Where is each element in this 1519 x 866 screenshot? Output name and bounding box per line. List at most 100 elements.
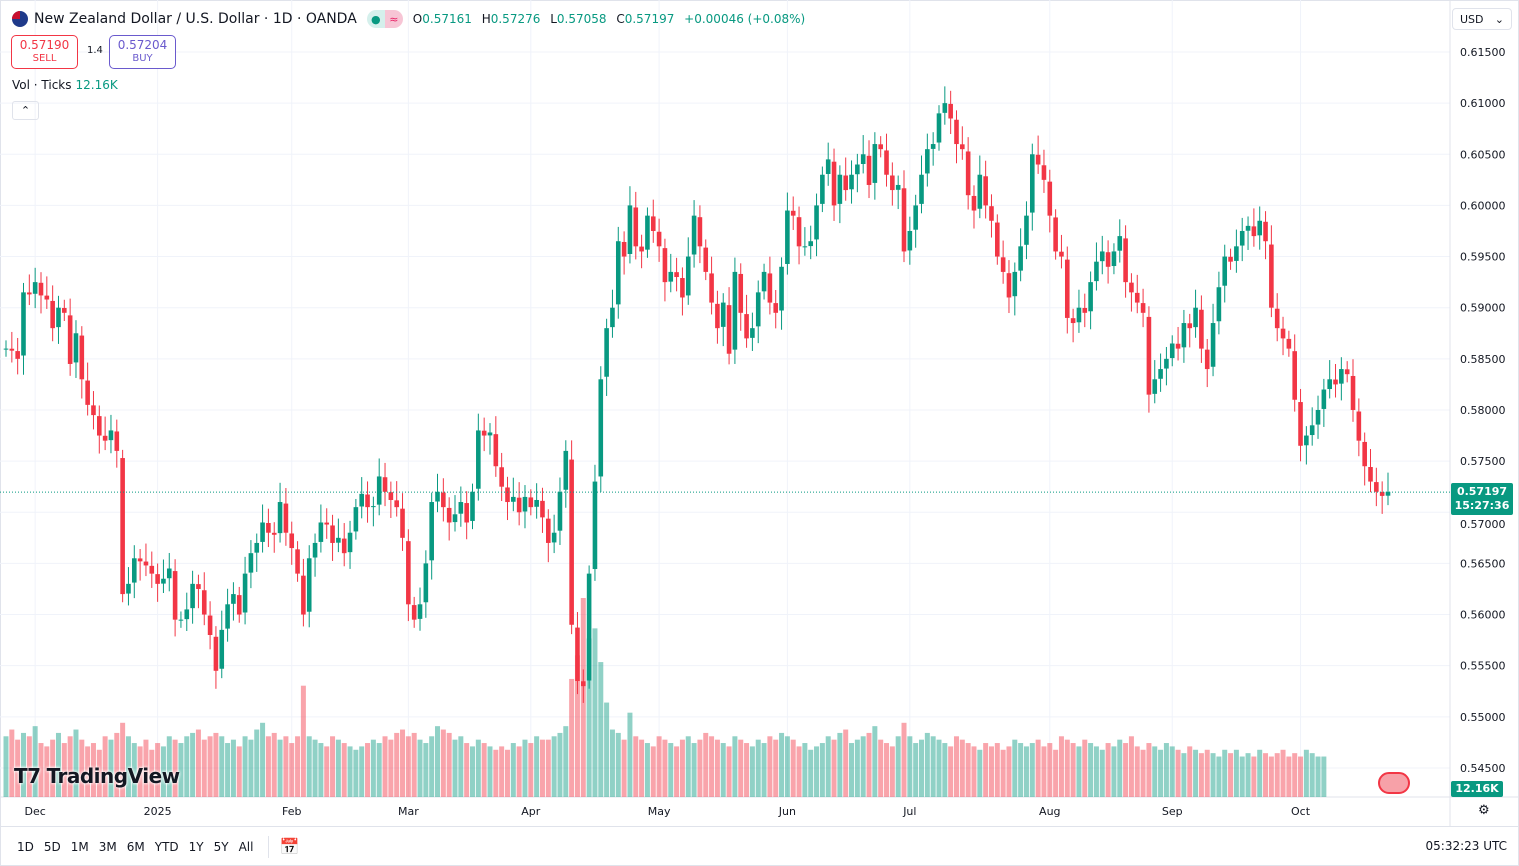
candle-body xyxy=(1385,491,1391,496)
volume-bar xyxy=(38,743,44,797)
volume-bar xyxy=(942,743,948,797)
volume-bar xyxy=(1286,756,1292,797)
range-6m[interactable]: 6M xyxy=(126,839,145,854)
candle-body xyxy=(131,558,137,583)
candle-body xyxy=(283,503,289,533)
range-1m[interactable]: 1M xyxy=(70,839,89,854)
volume-bar xyxy=(592,628,598,797)
candle-body xyxy=(569,459,574,625)
volume-bar xyxy=(994,743,1000,797)
clock[interactable]: 05:32:23 UTC xyxy=(1425,839,1508,853)
volume-legend[interactable]: Vol · Ticks 12.16K xyxy=(12,78,118,92)
status-pill[interactable]: ● ≈ xyxy=(366,10,403,28)
candle-body xyxy=(639,246,644,252)
candle-body xyxy=(429,502,434,561)
range-ytd[interactable]: YTD xyxy=(154,839,179,854)
volume-bar xyxy=(370,739,376,797)
volume-bar xyxy=(178,743,184,797)
volume-bar xyxy=(137,746,143,797)
candle-body xyxy=(674,272,679,278)
range-5d[interactable]: 5D xyxy=(43,839,61,854)
go-to-date-icon[interactable]: 📅 xyxy=(279,837,300,856)
settings-icon[interactable]: ⚙ xyxy=(1478,803,1490,818)
volume-bar xyxy=(452,739,458,797)
candle-body xyxy=(831,161,837,206)
volume-bar xyxy=(469,746,475,797)
volume-bar xyxy=(884,743,890,797)
volume-bar xyxy=(720,743,726,797)
volume-bar xyxy=(674,746,680,797)
volume-bar xyxy=(1309,753,1315,797)
volume-bar xyxy=(108,739,114,797)
range-5y[interactable]: 5Y xyxy=(213,839,229,854)
range-all[interactable]: All xyxy=(238,839,254,854)
volume-bar xyxy=(510,743,516,797)
volume-bar xyxy=(697,739,703,797)
sell-button[interactable]: 0.57190 SELL xyxy=(11,35,78,69)
bottom-toolbar: 1D 5D 1M 3M 6M YTD 1Y 5Y All 📅 05:32:23 UTC xyxy=(0,826,1519,866)
candle-body xyxy=(376,476,382,505)
volume-bar xyxy=(924,732,930,797)
candle-body xyxy=(236,595,242,615)
us-flag-icon[interactable] xyxy=(1378,772,1410,794)
volume-bar xyxy=(714,739,720,797)
tv-logo-icon: 𝗧𝟳 xyxy=(14,764,41,788)
volume-bar xyxy=(849,743,855,797)
volume-bar xyxy=(1263,753,1269,797)
y-tick-label: 0.54500 xyxy=(1460,762,1506,775)
y-tick-label: 0.61000 xyxy=(1460,97,1506,110)
range-3m[interactable]: 3M xyxy=(98,839,117,854)
volume-bar xyxy=(260,722,266,797)
symbol-title[interactable]: New Zealand Dollar / U.S. Dollar · 1D · … xyxy=(34,11,357,27)
candle-body xyxy=(773,303,779,313)
volume-bar xyxy=(26,736,32,797)
range-1y[interactable]: 1Y xyxy=(188,839,204,854)
candle-body xyxy=(266,522,271,533)
candle-body xyxy=(1024,215,1029,245)
volume-bar xyxy=(236,746,242,797)
volume-bar xyxy=(225,743,231,797)
collapse-legend-button[interactable]: ⌃ xyxy=(12,101,39,120)
tradingview-logo[interactable]: 𝗧𝟳 TradingView xyxy=(14,764,180,788)
buy-button[interactable]: 0.57204 BUY xyxy=(109,35,176,69)
volume-bar xyxy=(365,743,371,797)
volume-bar xyxy=(120,722,126,797)
candle-body xyxy=(1175,343,1181,349)
candle-body xyxy=(56,307,61,328)
candle-body xyxy=(948,103,953,119)
candle-body xyxy=(1251,226,1257,237)
candle-body xyxy=(691,215,697,255)
candle-body xyxy=(738,273,744,313)
candle-body xyxy=(907,230,913,251)
x-tick-label: Dec xyxy=(25,805,46,818)
candle-body xyxy=(849,174,854,190)
range-1d[interactable]: 1D xyxy=(17,839,34,854)
candle-body xyxy=(1111,251,1117,267)
currency-select[interactable]: USD ⌄ xyxy=(1452,8,1512,30)
candle-body xyxy=(954,119,959,145)
volume-bar xyxy=(551,736,557,797)
volume-bar xyxy=(1245,753,1251,797)
candle-body xyxy=(196,584,201,589)
candle-body xyxy=(511,496,516,502)
volume-bar xyxy=(1082,739,1088,797)
candle-body xyxy=(1047,181,1053,216)
volume-bar xyxy=(831,739,837,797)
volume-bar xyxy=(504,749,510,797)
candle-body xyxy=(1199,309,1204,349)
candle-body xyxy=(1374,482,1379,492)
candle-body xyxy=(1298,402,1303,446)
candle-body xyxy=(1129,282,1134,293)
candle-body xyxy=(1362,441,1367,467)
volume-bar xyxy=(557,732,563,797)
candle-body xyxy=(925,149,930,174)
volume-bar xyxy=(644,743,650,797)
candle-body xyxy=(1164,358,1169,369)
candle-body xyxy=(645,215,650,250)
candle-body xyxy=(919,174,924,204)
candle-body xyxy=(528,497,534,508)
volume-bar xyxy=(335,739,341,797)
candle-body xyxy=(73,333,79,363)
candle-body xyxy=(21,292,26,356)
